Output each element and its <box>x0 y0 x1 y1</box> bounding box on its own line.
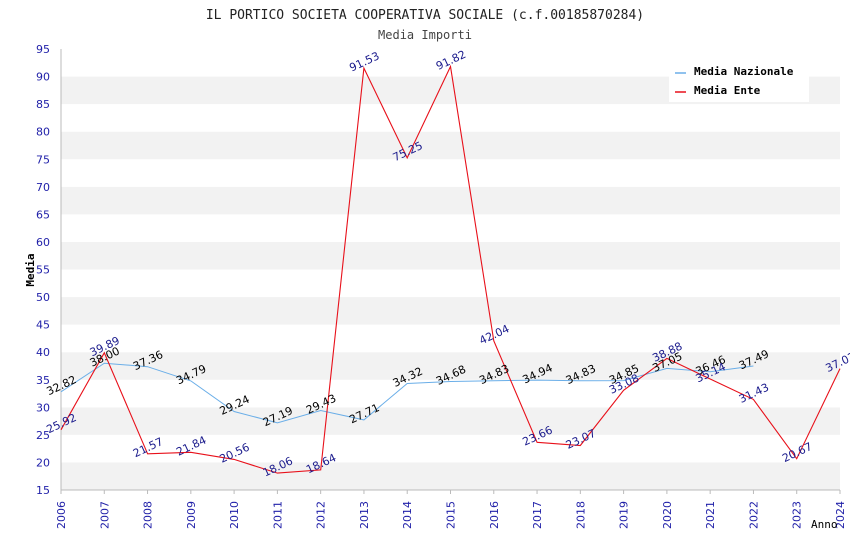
y-tick-label: 50 <box>36 291 50 304</box>
x-tick-label: 2018 <box>574 501 587 529</box>
y-axis-label: Media <box>24 253 37 286</box>
legend-label-ente: Media Ente <box>694 84 761 97</box>
chart-subtitle: Media Importi <box>378 28 472 42</box>
x-tick-label: 2008 <box>142 501 155 529</box>
y-tick-label: 70 <box>36 181 50 194</box>
grid-band <box>61 434 840 463</box>
series-line-ente <box>60 64 841 474</box>
x-tick-label: 2019 <box>618 501 631 529</box>
y-tick-label: 80 <box>36 126 50 139</box>
y-tick-label: 85 <box>36 98 50 111</box>
y-tick-label: 95 <box>36 43 50 56</box>
grid-band <box>61 214 840 242</box>
x-tick-labels: 2006 2007 2008 2009 2010 2011 2012 2013 2014 2015… <box>55 490 847 529</box>
y-tick-label: 20 <box>36 456 50 469</box>
chart-title: IL PORTICO SOCIETA COOPERATIVA SOCIALE (… <box>206 8 644 23</box>
grid-band <box>61 297 840 325</box>
grid-band <box>61 407 840 435</box>
y-tick-label: 45 <box>36 319 50 332</box>
y-tick-label: 30 <box>36 401 50 414</box>
x-tick-label: 2006 <box>55 501 68 529</box>
grid-band <box>61 352 840 380</box>
y-tick-label: 60 <box>36 236 50 249</box>
grid-band <box>61 159 840 187</box>
grid-band <box>61 379 840 408</box>
y-tick-label: 55 <box>36 264 50 277</box>
grid-band <box>61 324 840 353</box>
grid-band <box>61 241 840 270</box>
x-tick-label: 2020 <box>661 501 674 529</box>
y-tick-labels: 15 20 25 30 35 40 45 50 55 60 65 70 75 80 85 90 95 <box>36 43 50 497</box>
x-tick-label: 2009 <box>185 501 198 529</box>
x-tick-label: 2011 <box>271 501 284 529</box>
x-tick-label: 2023 <box>791 501 804 529</box>
x-tick-label: 2010 <box>228 501 241 529</box>
x-tick-label: 2014 <box>401 501 414 529</box>
legend: Media Nazionale Media Ente <box>669 60 809 102</box>
y-tick-label: 25 <box>36 429 50 442</box>
y-tick-label: 90 <box>36 71 50 84</box>
grid-band <box>61 104 840 132</box>
x-tick-label: 2017 <box>531 501 544 529</box>
x-tick-label: 2024 <box>834 501 847 529</box>
grid-band <box>61 186 840 215</box>
x-tick-label: 2012 <box>315 501 328 529</box>
y-tick-label: 65 <box>36 208 50 221</box>
grid-band <box>61 269 840 298</box>
y-tick-label: 35 <box>36 374 50 387</box>
y-tick-label: 15 <box>36 484 50 497</box>
x-axis-label: Anno <box>811 518 838 531</box>
series-lines <box>60 64 841 474</box>
grid-bands <box>61 49 840 490</box>
series-line-nazionale <box>60 362 754 424</box>
x-tick-label: 2021 <box>704 501 717 529</box>
grid-band <box>61 131 840 160</box>
x-tick-label: 2022 <box>747 501 760 529</box>
x-tick-label: 2016 <box>488 501 501 529</box>
legend-label-nazionale: Media Nazionale <box>694 65 794 78</box>
y-tick-label: 40 <box>36 346 50 359</box>
grid-band <box>61 462 840 490</box>
y-tick-label: 75 <box>36 153 50 166</box>
x-tick-label: 2013 <box>358 501 371 529</box>
x-tick-label: 2007 <box>98 501 111 529</box>
x-tick-label: 2015 <box>445 501 458 529</box>
legend-box <box>669 60 809 102</box>
